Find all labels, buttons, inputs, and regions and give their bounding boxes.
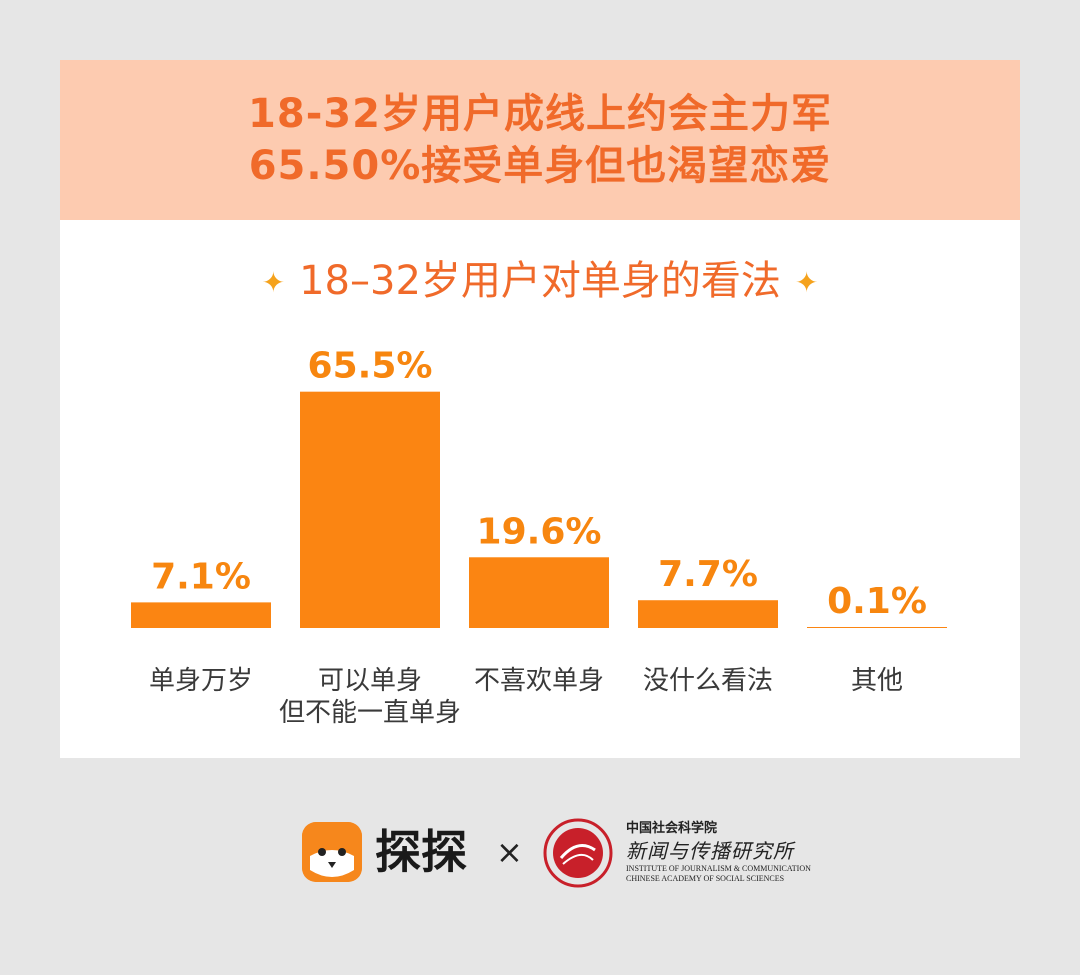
bar-2 (300, 391, 440, 628)
value-label-2: 65.5% (308, 346, 433, 387)
footer-logos: 探探 × 中国社会科学院 新闻与传播研究所 INSTITUTE OF JOURN… (0, 810, 1080, 900)
institute-academy-name: 中国社会科学院 (626, 821, 718, 836)
value-label-1: 7.1% (151, 556, 251, 597)
chart-title-text: 18–32岁用户对单身的看法 (299, 258, 781, 304)
value-label-4: 7.7% (658, 554, 758, 595)
bar-3 (469, 557, 609, 628)
headline-line-2: 65.50%接受单身但也渴望恋爱 (248, 143, 832, 189)
bar-5 (807, 627, 947, 628)
chart-title: ✦ 18–32岁用户对单身的看法 ✦ (60, 253, 1020, 311)
collaboration-times-sign: × (496, 833, 523, 871)
fox-face-icon (302, 822, 362, 882)
sparkle-icon-left: ✦ (261, 266, 286, 299)
sparkle-icon-right: ✦ (794, 266, 819, 299)
category-label-2-line-2: 但不能一直单身 (279, 698, 461, 728)
category-label-3: 不喜欢单身 (474, 666, 604, 696)
institute-name: 中国社会科学院 新闻与传播研究所 INSTITUTE OF JOURNALISM… (626, 820, 811, 884)
institute-calligraphy-name: 新闻与传播研究所 (626, 839, 794, 863)
category-label-1: 单身万岁 (149, 666, 253, 696)
value-label-3: 19.6% (477, 511, 602, 552)
category-label-2-line-1: 可以单身 (318, 666, 422, 696)
bar-1 (131, 602, 271, 628)
bar-4 (638, 600, 778, 628)
category-label-5: 其他 (851, 666, 903, 696)
headline-banner: 18-32岁用户成线上约会主力军 65.50%接受单身但也渴望恋爱 (60, 60, 1020, 220)
app-name: 探探 (375, 825, 467, 879)
value-label-5: 0.1% (827, 581, 927, 622)
headline-line-1: 18-32岁用户成线上约会主力军 (248, 91, 832, 137)
institute-english-name-1: INSTITUTE OF JOURNALISM & COMMUNICATION (626, 864, 811, 873)
institute-seal-icon (543, 818, 613, 888)
institute-english-name-2: CHINESE ACADEMY OF SOCIAL SCIENCES (626, 874, 785, 883)
chart-card: 18-32岁用户成线上约会主力军 65.50%接受单身但也渴望恋爱 ✦ 18–32… (60, 60, 1020, 758)
category-label-4: 没什么看法 (643, 666, 773, 696)
